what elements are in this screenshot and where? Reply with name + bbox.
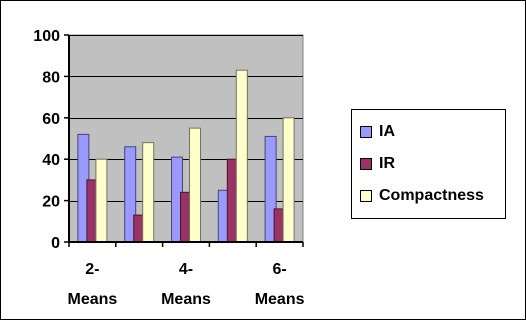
x-tick-label-3-line2: Means — [161, 291, 211, 308]
bar-compactness-4 — [235, 69, 248, 243]
y-tick-label-20: 20 — [42, 194, 60, 211]
y-tick-label-60: 60 — [42, 111, 60, 128]
x-tick-label-5-line2: Means — [255, 291, 305, 308]
legend-label-compactness: Compactness — [379, 187, 484, 204]
x-tick-label-1-line1: 2- — [85, 261, 99, 278]
legend-item-compactness: Compactness — [360, 186, 484, 206]
y-tick-label-100: 100 — [33, 28, 60, 45]
y-tick-label-0: 0 — [51, 235, 60, 252]
y-tick-label-40: 40 — [42, 152, 60, 169]
bar-compactness-5 — [282, 117, 295, 243]
bar-compactness-3 — [189, 127, 201, 243]
legend-item-ir: IR — [360, 154, 395, 174]
x-tick-label-5-line1: 6- — [272, 261, 286, 278]
legend-swatch-ir — [360, 158, 372, 170]
legend-label-ia: IA — [379, 123, 395, 140]
legend-swatch-compactness — [360, 190, 372, 202]
legend-item-ia: IA — [360, 122, 395, 142]
legend: IA IR Compactness — [351, 109, 506, 219]
legend-swatch-ia — [360, 126, 372, 138]
bar-compactness-1 — [95, 158, 108, 243]
axes: 0 20 40 60 80 100 2- Means 4- Means 6- Means — [33, 28, 304, 308]
bar-compactness-2 — [142, 142, 155, 243]
legend-label-ir: IR — [379, 155, 395, 172]
x-tick-label-1-line2: Means — [68, 291, 118, 308]
y-tick-label-80: 80 — [42, 69, 60, 86]
x-tick-label-3-line1: 4- — [179, 261, 193, 278]
